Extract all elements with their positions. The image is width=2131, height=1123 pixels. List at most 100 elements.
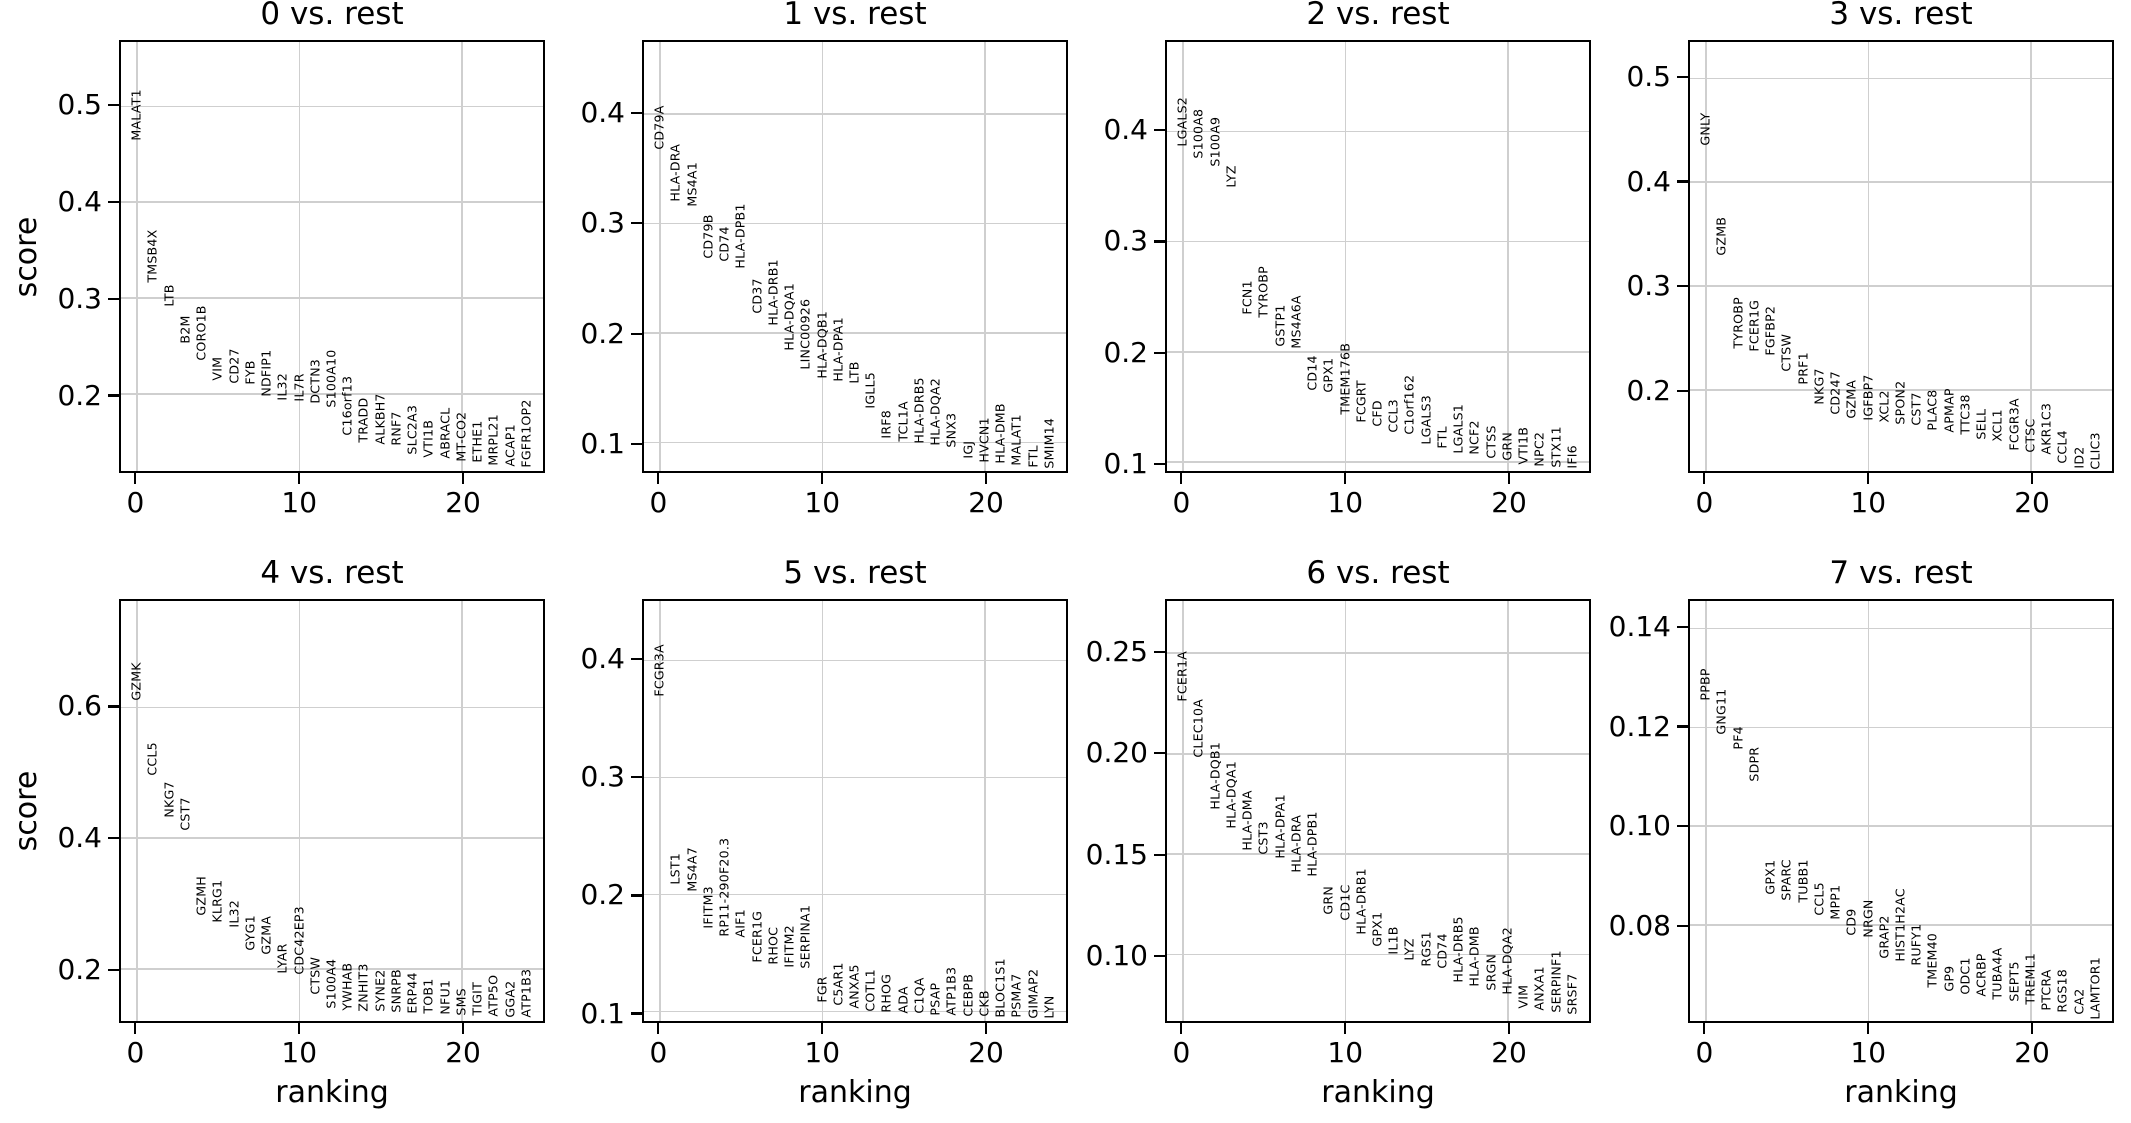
subplot-1-vs-rest: 1 vs. rest CD79A HLA-DRA MS4A1 CD79B CD74 HLA-…	[580, 0, 1068, 517]
gene-label: XCL1	[1990, 409, 2006, 442]
x-gridline	[461, 601, 463, 1021]
x-tick-mark	[1703, 1023, 1706, 1034]
x-tick-label: 10	[281, 1036, 318, 1069]
gene-label: GZMH	[193, 876, 209, 916]
gene-label: MS4A1	[684, 161, 700, 207]
x-gridline	[298, 601, 301, 1021]
gene-label: MALAT1	[128, 89, 144, 141]
gene-label: CST7	[177, 796, 193, 831]
plot-area: GNLY GZMB TYROBP FCER1G FGFBP2 CTSW PRF1 NKG7 CD…	[1688, 40, 2114, 473]
gene-label: LTB	[846, 361, 862, 384]
x-tick-label: 20	[445, 486, 481, 519]
gene-label: IGFBP7	[1860, 373, 1876, 421]
x-gridline	[984, 601, 986, 1021]
subplot-title: 2 vs. rest	[1306, 0, 1450, 32]
gene-label: ANXA1	[1532, 966, 1547, 1011]
gene-label: GPX1	[1762, 859, 1778, 895]
y-tick-label: 0.14	[1608, 609, 1671, 643]
gene-label: FGFR1OP2	[518, 399, 534, 468]
gene-label: RHOC	[765, 927, 781, 965]
subplot-4-vs-rest: 4 vs. rest GZMK CCL5 NKG7 CST7 GZMH KLRG1 IL32 G…	[9, 558, 545, 1108]
gene-label: CD1C	[1337, 884, 1353, 921]
gene-label: MT-CO2	[453, 411, 469, 462]
gene-label: ZNHIT3	[356, 963, 372, 1012]
x-tick-mark	[1867, 473, 1870, 484]
x-tick-label: 20	[2014, 486, 2050, 519]
y-tick-mark	[1154, 650, 1165, 653]
x-gridline	[1182, 601, 1185, 1021]
gene-label: TMEM176B	[1337, 343, 1353, 415]
y-gridline	[121, 201, 543, 204]
gene-label: CA2	[2071, 988, 2087, 1015]
gene-label: HLA-DRB5	[1450, 916, 1466, 983]
y-gridline	[644, 776, 1066, 779]
gene-label: SELL	[1973, 409, 1989, 440]
x-tick-label: 10	[1850, 486, 1887, 519]
gene-label: GYG1	[242, 915, 258, 951]
y-tick-mark	[1154, 240, 1165, 243]
gene-label: IFITM2	[781, 924, 797, 968]
gene-label: TCL1A	[895, 401, 911, 442]
x-gridline	[298, 42, 301, 471]
gene-label: IL7R	[291, 373, 307, 402]
y-tick-mark	[108, 103, 119, 107]
x-tick-label: 10	[1327, 1036, 1364, 1069]
gene-label: RGS18	[2055, 969, 2070, 1013]
gene-label: FYB	[242, 360, 258, 385]
gene-label: TMSB4X	[145, 229, 161, 283]
y-tick-mark	[1677, 924, 1688, 927]
y-tick-mark	[1677, 390, 1688, 393]
y-tick-label: 0.2	[1626, 374, 1671, 408]
y-tick-mark	[108, 837, 119, 840]
gene-label: VTI1B	[1515, 426, 1531, 465]
y-gridline	[1167, 853, 1589, 856]
x-tick-label: 20	[968, 1036, 1004, 1069]
x-tick-mark	[1507, 473, 1511, 484]
gene-label: ACAP1	[502, 423, 518, 467]
x-tick-label: 10	[1850, 1036, 1887, 1069]
y-gridline	[121, 967, 543, 970]
x-axis-label: ranking	[798, 1075, 912, 1110]
y-gridline	[644, 659, 1066, 662]
x-tick-label: 0	[1695, 1036, 1714, 1069]
gene-label: LGALS2	[1174, 97, 1190, 147]
y-gridline	[1167, 351, 1589, 353]
gene-label: FCER1G	[1746, 299, 1762, 352]
y-tick-label: 0.10	[1085, 939, 1148, 973]
x-gridline	[1867, 42, 1870, 471]
x-tick-mark	[2030, 473, 2034, 484]
gene-label: GPX1	[1321, 357, 1336, 393]
x-tick-label: 20	[1491, 486, 1527, 519]
x-gridline	[821, 42, 824, 471]
gene-label: ACRBP	[1973, 953, 1989, 997]
gene-label: GNG11	[1714, 688, 1730, 735]
gene-label: PSAP	[927, 982, 943, 1016]
gene-label: GRN	[1499, 432, 1515, 462]
y-tick-label: 0.3	[580, 206, 625, 240]
gene-label: TREML1	[2022, 953, 2038, 1005]
gene-label: SMS	[453, 987, 469, 1016]
gene-label: TUBB1	[1795, 859, 1811, 904]
y-gridline	[121, 297, 543, 300]
gene-label: CST3	[1256, 820, 1272, 855]
y-gridline	[1690, 285, 2112, 287]
y-tick-mark	[1677, 180, 1688, 183]
gene-label: CD79A	[651, 105, 667, 150]
gene-label: SMIM14	[1041, 418, 1057, 469]
y-tick-label: 0.20	[1085, 736, 1148, 770]
x-gridline	[2030, 42, 2032, 471]
y-tick-label: 0.2	[57, 953, 102, 987]
y-tick-mark	[631, 443, 642, 446]
x-tick-mark	[984, 473, 988, 484]
y-gridline	[644, 222, 1066, 225]
gene-label: LYN	[1041, 995, 1057, 1019]
gene-label: CD247	[1827, 371, 1843, 415]
gene-label: SRGN	[1483, 954, 1499, 991]
gene-label: XCL2	[1876, 389, 1892, 423]
gene-label: CD9	[1844, 908, 1859, 936]
gene-label: IFITM3	[700, 886, 716, 929]
y-gridline	[644, 332, 1066, 334]
gene-label: TMEM40	[1925, 933, 1941, 988]
gene-label: CST7	[1908, 392, 1924, 426]
y-tick-label: 0.4	[57, 821, 102, 855]
